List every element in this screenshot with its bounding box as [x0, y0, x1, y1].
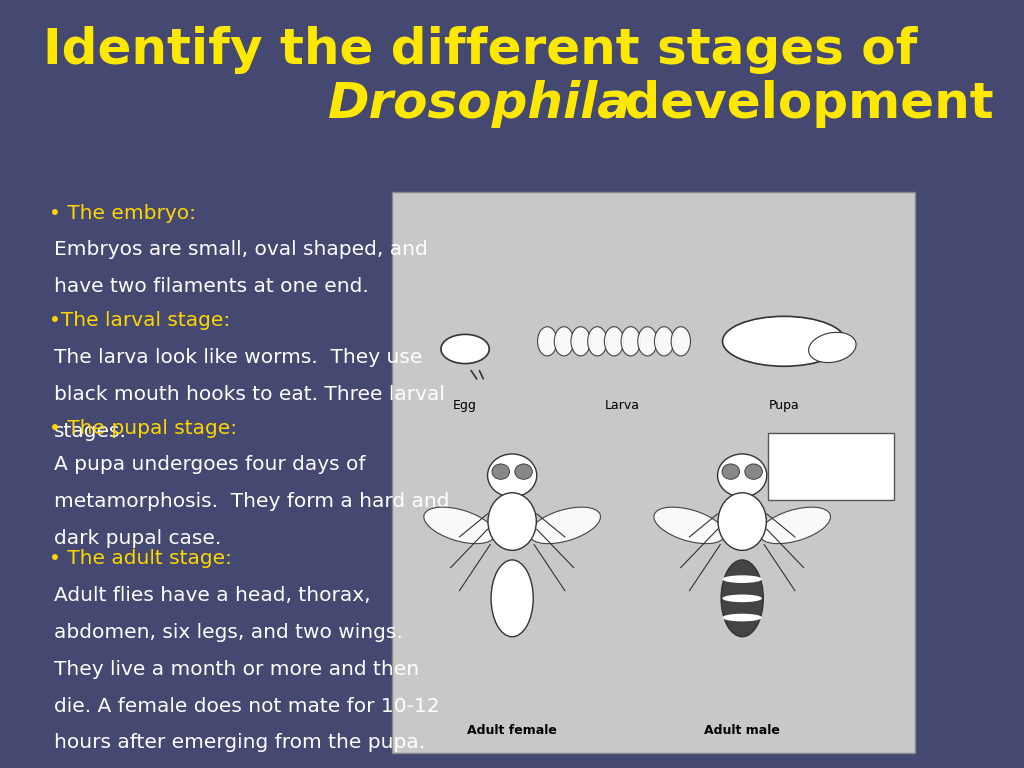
Ellipse shape — [671, 326, 690, 356]
Text: black mouth hooks to eat. Three larval: black mouth hooks to eat. Three larval — [53, 385, 444, 404]
Text: Drosophila: Drosophila — [328, 80, 632, 127]
Text: • The pupal stage:: • The pupal stage: — [49, 419, 238, 438]
FancyBboxPatch shape — [392, 192, 914, 753]
Text: Adult flies have a head, thorax,: Adult flies have a head, thorax, — [53, 586, 371, 605]
Text: Adult male: Adult male — [705, 724, 780, 737]
Ellipse shape — [622, 326, 640, 356]
Ellipse shape — [760, 507, 830, 544]
Ellipse shape — [722, 575, 762, 583]
Text: metamorphosis.  They form a hard and: metamorphosis. They form a hard and — [53, 492, 450, 511]
Text: A pupa undergoes four days of: A pupa undergoes four days of — [53, 455, 366, 475]
Ellipse shape — [723, 316, 846, 366]
Circle shape — [492, 464, 510, 479]
Ellipse shape — [654, 326, 674, 356]
Text: stages.: stages. — [53, 422, 127, 441]
Text: development: development — [607, 80, 994, 127]
Ellipse shape — [809, 333, 856, 362]
Ellipse shape — [441, 334, 489, 363]
Text: • The adult stage:: • The adult stage: — [49, 549, 232, 568]
Text: die. A female does not mate for 10-12: die. A female does not mate for 10-12 — [53, 697, 439, 716]
Ellipse shape — [529, 507, 600, 544]
Text: They live a month or more and then: They live a month or more and then — [53, 660, 419, 679]
Ellipse shape — [588, 326, 607, 356]
Text: Egg: Egg — [454, 399, 477, 412]
Text: Pupa: Pupa — [769, 399, 800, 412]
Ellipse shape — [604, 326, 624, 356]
Ellipse shape — [538, 326, 557, 356]
Text: •The larval stage:: •The larval stage: — [49, 311, 230, 330]
Circle shape — [744, 464, 763, 479]
Text: Adult female: Adult female — [467, 724, 557, 737]
Ellipse shape — [554, 326, 573, 356]
Ellipse shape — [721, 560, 763, 637]
Text: Embryos are small, oval shaped, and: Embryos are small, oval shaped, and — [53, 240, 427, 260]
FancyBboxPatch shape — [768, 433, 894, 501]
Text: hours after emerging from the pupa.: hours after emerging from the pupa. — [53, 733, 425, 753]
Text: have two filaments at one end.: have two filaments at one end. — [53, 277, 369, 296]
Circle shape — [718, 454, 767, 497]
Circle shape — [722, 464, 739, 479]
Ellipse shape — [722, 594, 762, 602]
Text: • The embryo:: • The embryo: — [49, 204, 197, 223]
Ellipse shape — [722, 614, 762, 621]
Ellipse shape — [492, 560, 534, 637]
Text: abdomen, six legs, and two wings.: abdomen, six legs, and two wings. — [53, 623, 409, 642]
Ellipse shape — [654, 507, 725, 544]
Circle shape — [515, 464, 532, 479]
Ellipse shape — [571, 326, 590, 356]
Ellipse shape — [488, 493, 537, 551]
Circle shape — [487, 454, 537, 497]
Ellipse shape — [638, 326, 657, 356]
Ellipse shape — [424, 507, 495, 544]
Text: The larva look like worms.  They use: The larva look like worms. They use — [53, 348, 422, 367]
Ellipse shape — [718, 493, 766, 551]
Text: Larva: Larva — [604, 399, 639, 412]
Text: Identify the different stages of: Identify the different stages of — [43, 26, 918, 74]
Text: dark pupal case.: dark pupal case. — [53, 529, 221, 548]
